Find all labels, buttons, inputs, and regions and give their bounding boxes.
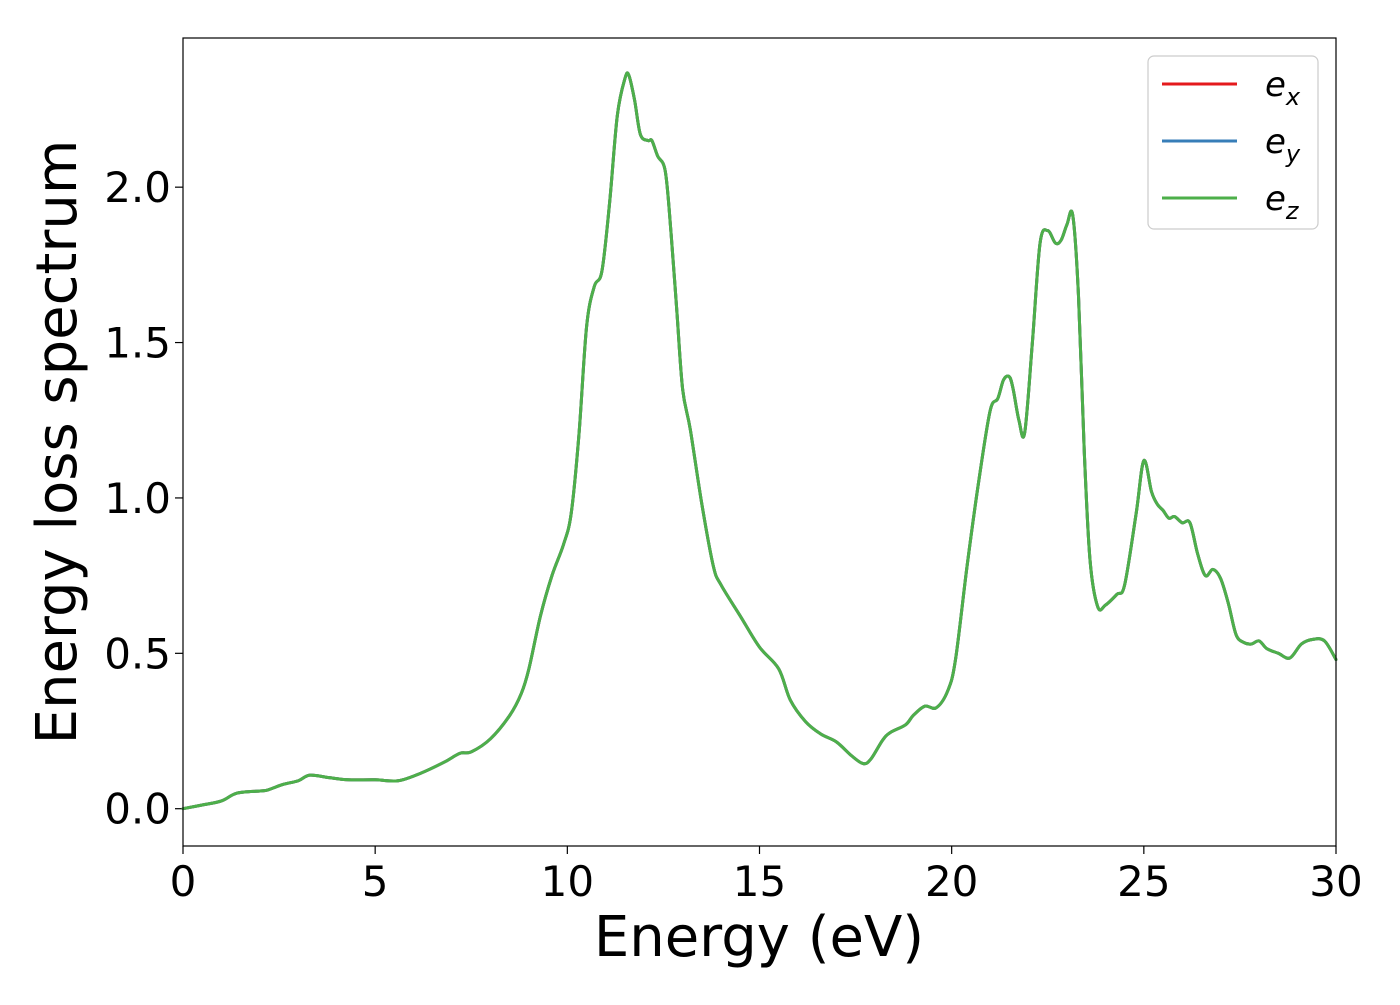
y-tick-label: 0.0 <box>104 785 171 834</box>
x-tick-label: 30 <box>1309 857 1362 906</box>
y-tick-label: 0.5 <box>104 629 171 678</box>
legend-label-base: e <box>1265 65 1286 105</box>
series-layer <box>181 71 1338 811</box>
y-tick-label: 2.0 <box>104 163 171 212</box>
plot-background <box>183 38 1336 846</box>
x-tick-label: 0 <box>170 857 197 906</box>
legend-label-subscript: x <box>1285 83 1301 111</box>
x-axis-title: Energy (eV) <box>594 905 924 970</box>
legend-label-subscript: z <box>1285 197 1300 225</box>
ticks-layer: 0 5 10 15 20 25 30 0.0 0.5 1.0 1.5 2.0 <box>104 163 1363 906</box>
x-tick-label: 5 <box>362 857 389 906</box>
legend-label-base: e <box>1265 122 1286 162</box>
legend-label: ez <box>1265 179 1300 225</box>
y-tick-label: 1.0 <box>104 474 171 523</box>
y-tick-label: 1.5 <box>104 319 171 368</box>
legend-label: ex <box>1265 65 1301 111</box>
x-tick-label: 20 <box>925 857 978 906</box>
x-tick-label: 10 <box>541 857 594 906</box>
plot-frame <box>182 37 1337 847</box>
y-axis-title: Energy loss spectrum <box>25 140 90 745</box>
series-line-e-z <box>181 71 1338 811</box>
legend-label-subscript: y <box>1285 140 1301 168</box>
legend-label: ey <box>1265 122 1301 168</box>
x-tick-label: 15 <box>733 857 786 906</box>
x-tick-label: 25 <box>1117 857 1170 906</box>
legend-label-base: e <box>1265 179 1286 219</box>
